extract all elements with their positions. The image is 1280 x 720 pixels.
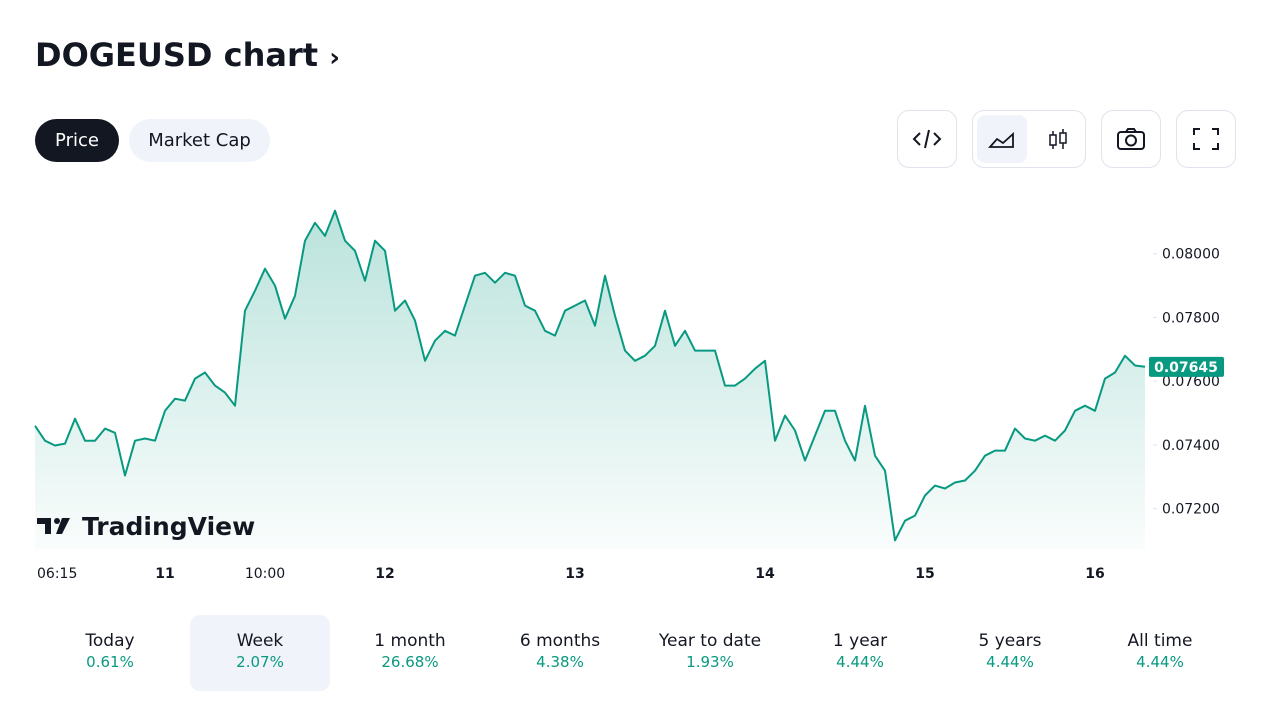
price-line <box>34 209 1146 542</box>
x-tick-label: 12 <box>375 566 394 582</box>
y-tick-label: 0.07600 <box>1162 374 1220 390</box>
chart: 0.07200 0.07400 0.07600 0.07800 0.08000 06:15… <box>34 209 1224 582</box>
period-button[interactable]: 1 year 4.44% <box>790 615 930 691</box>
title[interactable]: DOGEUSD chart › <box>35 36 340 74</box>
y-tick-label: 0.07400 <box>1162 438 1220 454</box>
title-text[interactable]: DOGEUSD chart <box>35 36 319 74</box>
period-label: Year to date <box>658 631 762 651</box>
period-button[interactable]: 1 month 26.68% <box>340 615 480 691</box>
camera-icon <box>1117 128 1145 150</box>
y-tick-label: 0.08000 <box>1162 247 1220 263</box>
period-label: Today <box>85 631 135 651</box>
period-label: All time <box>1127 631 1193 651</box>
tab-price[interactable]: Price <box>35 119 119 162</box>
embed-icon <box>912 129 942 149</box>
x-tick-label: 06:15 <box>37 566 77 582</box>
period-label: Week <box>236 631 284 651</box>
area-icon <box>988 131 1014 148</box>
tv-logo-text: TradingView <box>82 512 255 541</box>
period-change: 4.44% <box>1136 653 1184 671</box>
chart-style-group <box>972 110 1086 168</box>
period-button[interactable]: Year to date 1.93% <box>640 615 780 691</box>
x-tick-label: 10:00 <box>245 566 285 582</box>
period-label: 1 month <box>374 631 446 651</box>
period-button[interactable]: All time 4.44% <box>1090 615 1230 691</box>
x-tick-label: 14 <box>755 566 775 582</box>
x-tick-label: 13 <box>565 566 584 582</box>
embed-button[interactable] <box>897 110 957 168</box>
period-change: 4.38% <box>536 653 584 671</box>
period-change: 4.44% <box>986 653 1034 671</box>
x-tick-label: 15 <box>915 566 934 582</box>
period-button[interactable]: 6 months 4.38% <box>490 615 630 691</box>
period-button[interactable]: Week 2.07% <box>190 615 330 691</box>
period-label: 1 year <box>832 631 888 651</box>
candle-icon[interactable] <box>1033 115 1083 163</box>
period-change: 4.44% <box>836 653 884 671</box>
period-change: 1.93% <box>686 653 734 671</box>
last-price-badge <box>1149 356 1224 377</box>
tv-logo-mark <box>37 518 70 534</box>
x-tick-label: 16 <box>1085 566 1104 582</box>
period-label: 5 years <box>978 631 1042 651</box>
period-button[interactable]: 5 years 4.44% <box>940 615 1080 691</box>
fullscreen-icon <box>1193 128 1219 150</box>
period-change: 26.68% <box>381 653 439 671</box>
y-tick-label: 0.07200 <box>1162 502 1220 518</box>
area-fill <box>35 210 1145 550</box>
period-change: 0.61% <box>86 653 134 671</box>
y-tick-label: 0.07800 <box>1162 310 1220 326</box>
period-change: 2.07% <box>236 653 284 671</box>
area-style-button[interactable] <box>977 115 1027 163</box>
snapshot-button[interactable] <box>1101 110 1161 168</box>
tab-market-cap[interactable]: Market Cap <box>129 119 270 162</box>
x-tick-label: 11 <box>155 566 174 582</box>
last-price-label: 0.07645 <box>1154 360 1218 376</box>
period-button[interactable]: Today 0.61% <box>40 615 180 691</box>
chevron: › <box>329 43 340 73</box>
period-label: 6 months <box>519 631 601 651</box>
fullscreen-button[interactable] <box>1176 110 1236 168</box>
